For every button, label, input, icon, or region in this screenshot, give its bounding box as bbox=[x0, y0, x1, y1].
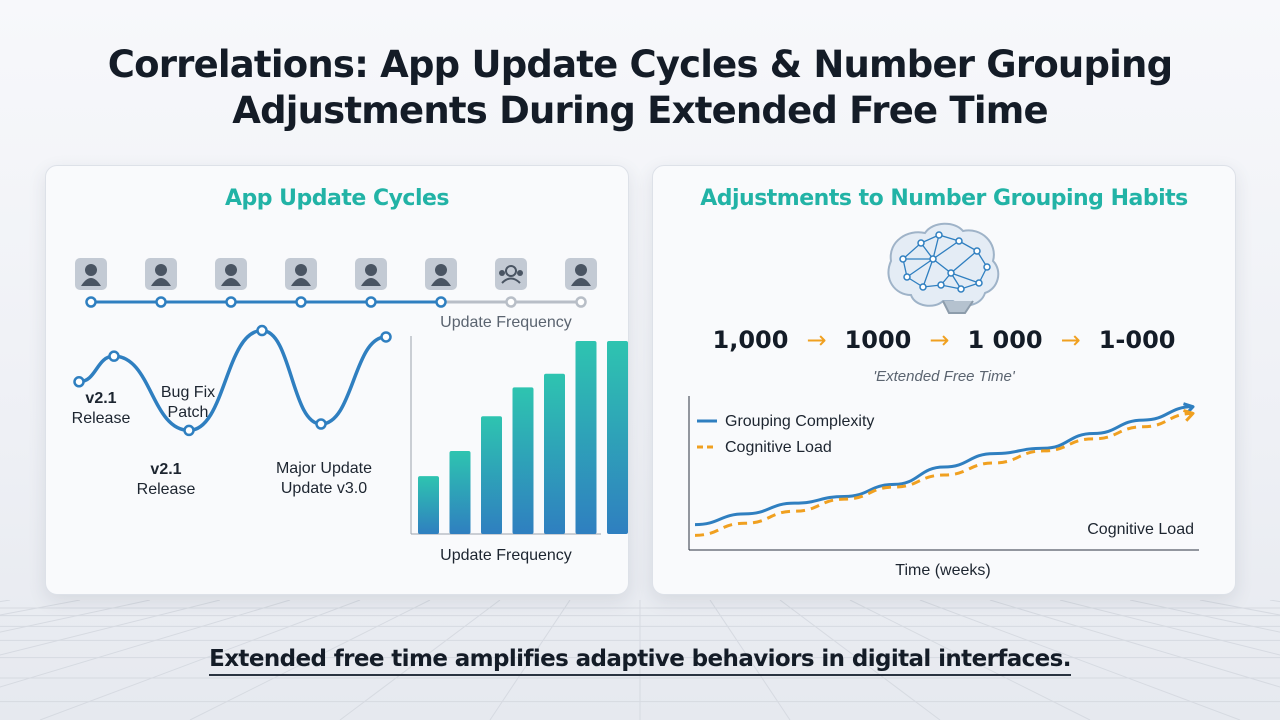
user-icon bbox=[565, 258, 597, 290]
wave-label-bug-fix: Bug Fix bbox=[161, 384, 215, 401]
trend-chart-axes bbox=[688, 396, 1199, 551]
format-plain: 1000 bbox=[844, 326, 912, 354]
cognitive-load-line bbox=[694, 411, 1194, 537]
trend-chart-legend: Grouping Complexity Cognitive Load bbox=[697, 413, 874, 456]
cognitive-load-line-label: Cognitive Load bbox=[1087, 521, 1194, 538]
timeline-node bbox=[505, 296, 517, 308]
app-update-cycles-title: App Update Cycles bbox=[224, 186, 450, 211]
footer-text: Extended free time amplifies adaptive be… bbox=[209, 646, 1072, 676]
wave-label-update-v30: Update v3.0 bbox=[281, 480, 367, 497]
brain-network-icon bbox=[887, 222, 1000, 314]
arrow-head-icon bbox=[1183, 408, 1195, 422]
trend-lines bbox=[694, 402, 1195, 537]
timeline-node bbox=[435, 296, 447, 308]
wave-line bbox=[78, 328, 387, 433]
user-icon bbox=[425, 258, 457, 290]
timeline-node bbox=[155, 296, 167, 308]
user-icon bbox=[285, 258, 317, 290]
users-icon bbox=[495, 258, 527, 290]
format-comma: 1,000 bbox=[712, 326, 789, 354]
wave-label-v21-second-version: v2.1 bbox=[150, 461, 181, 478]
arrow-right-icon: → bbox=[806, 326, 827, 354]
update-frequency-bars bbox=[410, 336, 628, 535]
wave-label-patch: Patch bbox=[168, 404, 209, 421]
wave-point bbox=[315, 418, 327, 430]
update-cycle-wave bbox=[73, 324, 392, 437]
user-icon bbox=[145, 258, 177, 290]
frequency-bar bbox=[418, 476, 439, 534]
trend-chart-x-label: Time (weeks) bbox=[895, 562, 990, 579]
frequency-bar bbox=[575, 341, 597, 534]
frequency-bar bbox=[449, 451, 471, 534]
floor-grid bbox=[0, 600, 1280, 720]
app-update-cycles-figure: v2.1 Release Bug Fix Patch v2.1 Release … bbox=[72, 258, 628, 564]
wave-label-v21-second-release: Release bbox=[137, 481, 196, 498]
user-icon bbox=[355, 258, 387, 290]
user-icon bbox=[75, 258, 107, 290]
wave-point bbox=[183, 424, 195, 437]
wave-label-major-update: Major Update bbox=[276, 460, 372, 477]
wave-point bbox=[108, 350, 120, 362]
timeline-node bbox=[575, 296, 587, 308]
timeline-node bbox=[85, 296, 97, 308]
page-title: Correlations: App Update Cycles & Number… bbox=[0, 42, 1280, 134]
wave-label-v21-first-version: v2.1 bbox=[85, 390, 116, 407]
wave-point bbox=[380, 331, 392, 343]
app-update-cycles-card: App Update Cycles v2.1 Release Bug Fix P… bbox=[45, 165, 629, 595]
arrow-right-icon: → bbox=[929, 326, 950, 354]
extended-free-time-caption: 'Extended Free Time' bbox=[873, 368, 1015, 385]
legend-label: Cognitive Load bbox=[725, 439, 832, 456]
format-space: 1 000 bbox=[967, 326, 1043, 354]
frequency-bar bbox=[544, 373, 565, 534]
frequency-bar bbox=[512, 387, 534, 534]
page-title-line-2: Adjustments During Extended Free Time bbox=[232, 89, 1048, 132]
grouping-complexity-line bbox=[694, 405, 1194, 527]
user-icon bbox=[215, 258, 247, 290]
number-format-sequence: 1,000 → 1000 → 1 000 → 1-000 bbox=[653, 326, 1235, 354]
footer-statement: Extended free time amplifies adaptive be… bbox=[0, 646, 1280, 676]
arrow-right-icon: → bbox=[1060, 326, 1081, 354]
number-grouping-figure: Grouping Complexity Cognitive Load Cognit… bbox=[688, 222, 1199, 579]
frequency-bar bbox=[607, 341, 628, 534]
timeline-node bbox=[295, 296, 307, 308]
bar-chart-x-label: Update Frequency bbox=[440, 547, 572, 564]
release-timeline bbox=[75, 258, 597, 308]
wave-point bbox=[73, 376, 85, 388]
number-grouping-title: Adjustments to Number Grouping Habits bbox=[700, 186, 1188, 211]
number-grouping-card: Adjustments to Number Grouping Habits bbox=[652, 165, 1236, 595]
legend-label: Grouping Complexity bbox=[725, 413, 874, 430]
page-title-line-1: Correlations: App Update Cycles & Number… bbox=[107, 43, 1173, 86]
wave-label-v21-first-release: Release bbox=[72, 410, 131, 427]
format-hyphen: 1-000 bbox=[1098, 326, 1176, 354]
wave-labels: v2.1 Release Bug Fix Patch v2.1 Release … bbox=[72, 384, 372, 498]
wave-point bbox=[256, 324, 268, 337]
frequency-top-label: Update Frequency bbox=[440, 314, 572, 331]
timeline-node bbox=[225, 296, 237, 308]
frequency-bar bbox=[481, 416, 502, 534]
timeline-node bbox=[365, 296, 377, 308]
